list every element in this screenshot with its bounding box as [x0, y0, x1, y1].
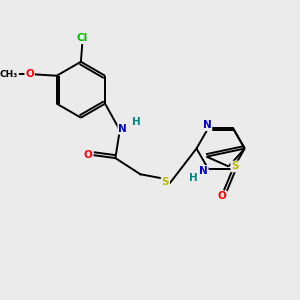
Text: S: S — [162, 177, 169, 187]
Text: S: S — [231, 161, 239, 172]
Text: H: H — [189, 172, 198, 183]
Text: O: O — [218, 191, 227, 202]
Text: N: N — [118, 124, 127, 134]
Text: Cl: Cl — [77, 33, 88, 43]
Text: N: N — [203, 120, 212, 130]
Text: H: H — [132, 117, 140, 127]
Text: O: O — [25, 69, 34, 79]
Text: O: O — [84, 150, 92, 160]
Text: CH₃: CH₃ — [0, 70, 18, 79]
Text: N: N — [199, 166, 208, 176]
